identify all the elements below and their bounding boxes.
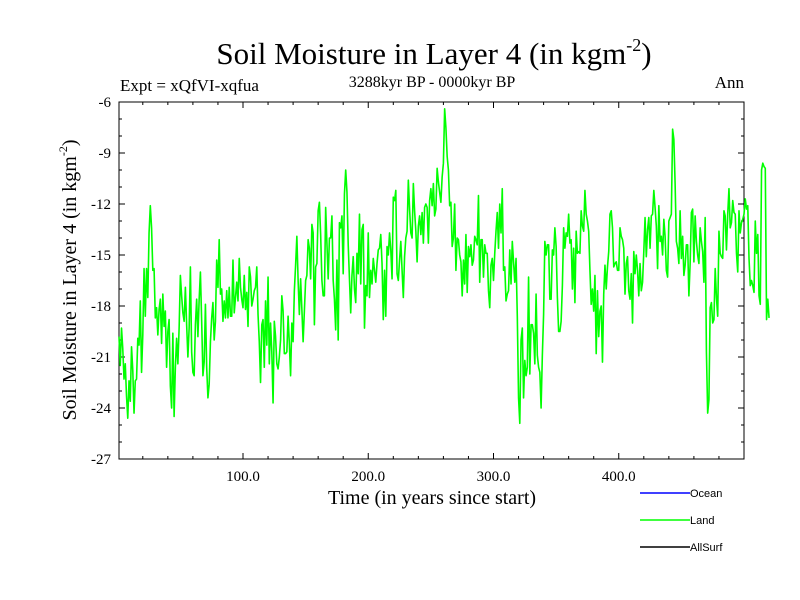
- y-tick-label: -15: [91, 248, 111, 264]
- legend-label-ocean: Ocean: [690, 488, 722, 500]
- y-tick-label: -21: [91, 350, 111, 366]
- chart-title: Soil Moisture in Layer 4 (in kgm-2): [216, 35, 651, 71]
- y-tick-label: -18: [91, 299, 111, 315]
- season-label: Ann: [715, 73, 745, 92]
- experiment-label: Expt = xQfVI-xqfua: [120, 76, 259, 95]
- chart-subtitle: 3288kyr BP - 0000kyr BP: [349, 74, 516, 91]
- series-layer: [118, 108, 770, 425]
- y-tick-label: -6: [99, 95, 112, 111]
- x-tick-label: 300.0: [477, 469, 511, 485]
- x-tick-label: 200.0: [351, 469, 385, 485]
- legend-label-land: Land: [690, 515, 714, 527]
- legend-label-allsurf: AllSurf: [690, 542, 723, 554]
- y-tick-label: -12: [91, 197, 111, 213]
- x-axis-label: Time (in years since start): [328, 487, 536, 509]
- y-tick-label: -27: [91, 452, 111, 468]
- series-line-land: [118, 108, 770, 425]
- legend: Ocean Land AllSurf: [640, 488, 723, 554]
- y-tick-label: -24: [91, 401, 111, 417]
- x-tick-label: 400.0: [602, 469, 636, 485]
- y-tick-label: -9: [99, 146, 112, 162]
- x-tick-label: 100.0: [226, 469, 260, 485]
- y-axis: -27 -24 -21 -18 -15 -12 -9 -6: [91, 95, 744, 468]
- plot-frame: [118, 101, 745, 460]
- y-axis-label: Soil Moisture in Layer 4 (in kgm-2): [56, 139, 81, 420]
- x-axis: 100.0 200.0 300.0 400.0: [142, 102, 720, 485]
